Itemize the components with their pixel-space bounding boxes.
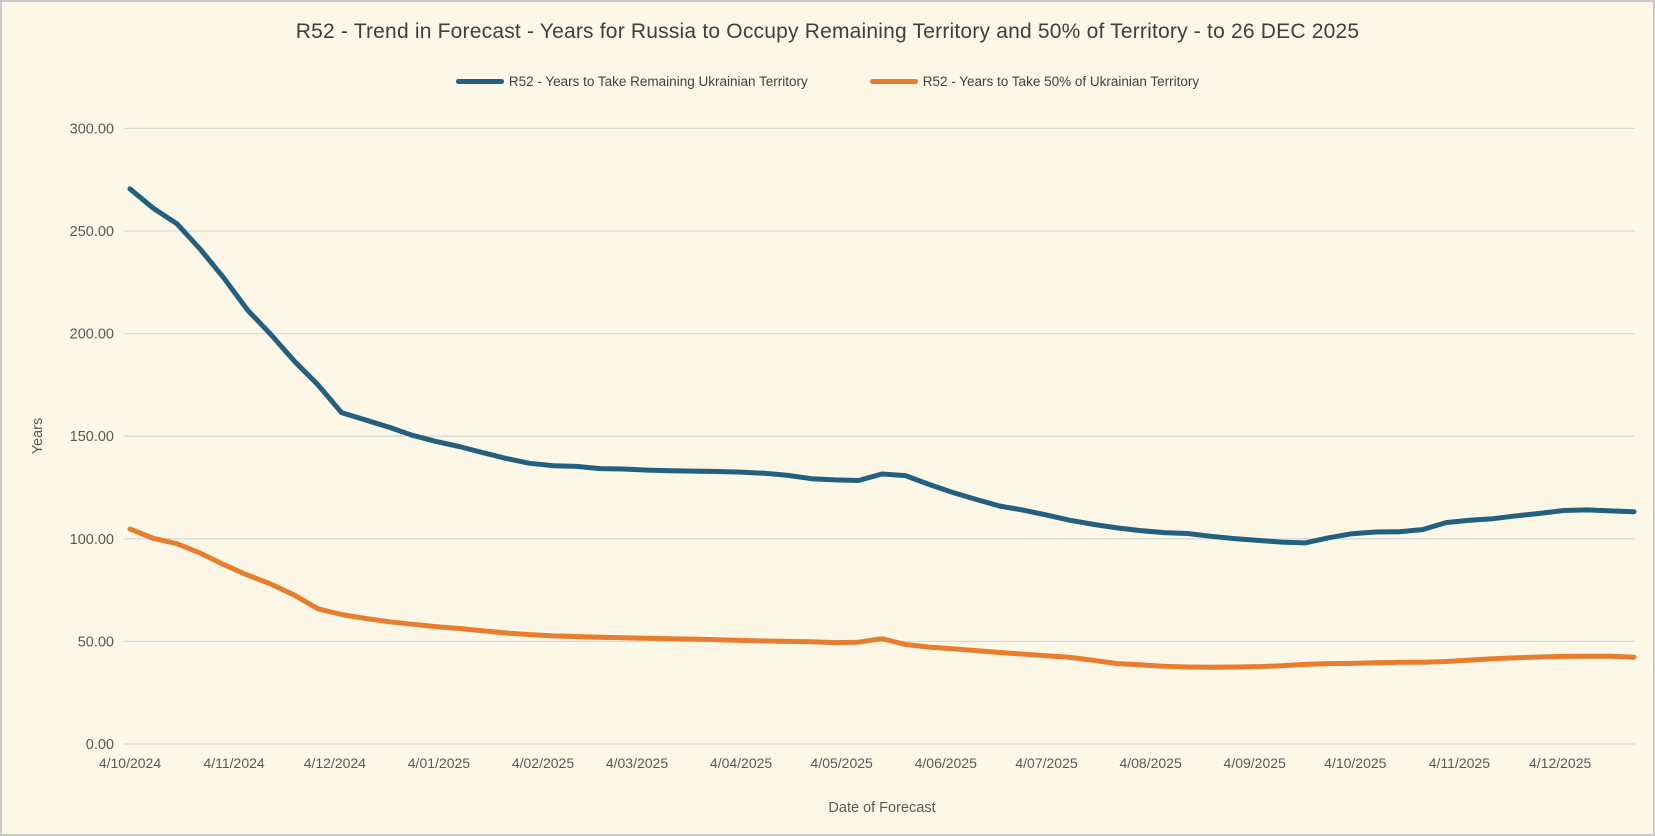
series-line-remaining-territory — [127, 186, 1637, 546]
x-tick-label: 4/01/2025 — [408, 755, 470, 771]
x-tick-label: 4/12/2024 — [304, 755, 366, 771]
chart-title: R52 - Trend in Forecast - Years for Russ… — [295, 20, 1360, 43]
gridlines-layer — [124, 127, 1635, 745]
x-tick-label: 4/03/2025 — [606, 755, 668, 771]
legend-label-remaining: R52 - Years to Take Remaining Ukrainian … — [508, 74, 808, 89]
y-tick-label: 0.00 — [86, 737, 114, 753]
y-tick-label: 300.00 — [70, 121, 114, 137]
x-tick-label: 4/02/2025 — [512, 755, 574, 771]
x-tick-label: 4/07/2025 — [1015, 755, 1077, 771]
x-tick-label: 4/12/2025 — [1529, 755, 1591, 771]
y-tick-label: 100.00 — [70, 532, 114, 548]
series-lines-layer — [127, 186, 1637, 670]
legend-item-50pct-territory: R52 - Years to Take 50% of Ukrainian Ter… — [869, 74, 1200, 89]
x-tick-label: 4/10/2024 — [99, 755, 161, 771]
x-tick-label: 4/10/2025 — [1324, 755, 1386, 771]
series-line-50pct-territory — [127, 526, 1637, 670]
x-axis-title: Date of Forecast — [828, 800, 935, 816]
legend-line-swatch-50pct — [869, 79, 918, 84]
legend-item-remaining-territory: R52 - Years to Take Remaining Ukrainian … — [455, 74, 808, 89]
legend-line-swatch-remaining — [455, 79, 504, 84]
x-tick-label: 4/11/2024 — [203, 755, 264, 771]
y-tick-label: 50.00 — [78, 634, 114, 650]
x-tick-label: 4/04/2025 — [710, 755, 772, 771]
x-tick-label: 4/06/2025 — [915, 755, 977, 771]
legend: R52 - Years to Take Remaining Ukrainian … — [2, 74, 1653, 89]
y-tick-label: 200.00 — [70, 327, 114, 343]
x-tick-label: 4/08/2025 — [1119, 755, 1181, 771]
y-axis-title: Years — [30, 418, 46, 455]
legend-label-50pct: R52 - Years to Take 50% of Ukrainian Ter… — [922, 74, 1200, 89]
y-tick-label: 150.00 — [70, 429, 114, 445]
x-tick-label: 4/11/2025 — [1429, 755, 1490, 771]
y-tick-label: 250.00 — [70, 224, 114, 240]
axis-ticks-layer: 300.00 250.00 200.00 150.00 100.00 50.00 0.00 4… — [70, 121, 1592, 771]
x-tick-label: 4/05/2025 — [811, 755, 873, 771]
x-tick-label: 4/09/2025 — [1224, 755, 1286, 771]
